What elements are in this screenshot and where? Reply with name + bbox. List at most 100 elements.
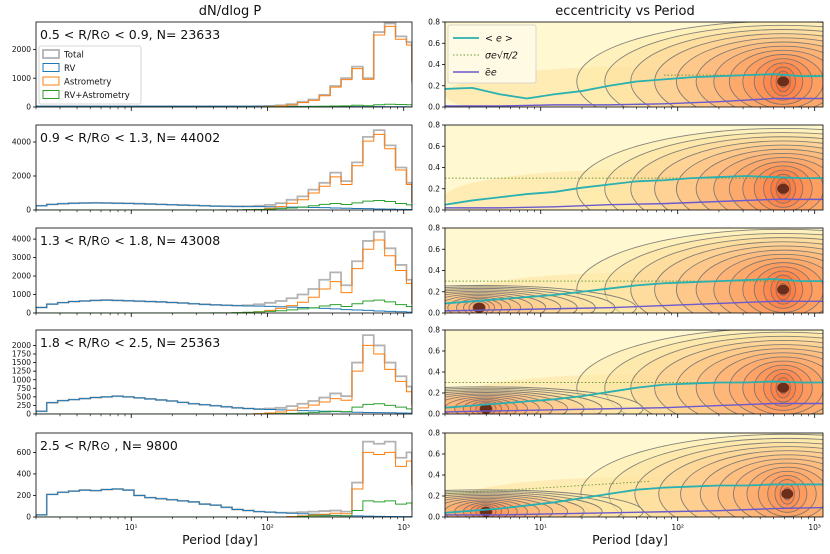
density-contour: [695, 41, 823, 107]
density-contour: [475, 505, 497, 517]
density-contour: [742, 262, 823, 313]
hist-series-rv: [36, 488, 412, 517]
density-contour: [770, 274, 796, 305]
density-contour: [728, 157, 823, 210]
legend-swatch: [42, 90, 60, 99]
hist-series-rv: [36, 202, 412, 210]
hist-series-rv-astrometry: [36, 199, 412, 210]
density-contour: [447, 296, 511, 313]
density-contour: [654, 241, 823, 313]
density-contour: [445, 394, 540, 414]
density-contour: [576, 330, 738, 414]
y-tick-label: 3000: [12, 253, 31, 262]
density-contour: [445, 496, 554, 517]
density-contour: [763, 368, 804, 407]
density-contour: [604, 331, 823, 414]
density-contour: [445, 293, 533, 313]
median-e-line: [445, 97, 823, 107]
density-contour: [475, 402, 497, 414]
density-peak-core: [473, 302, 486, 313]
density-contour: [576, 228, 823, 313]
y-tick-label: 0.0: [428, 410, 440, 419]
density-contour: [675, 344, 823, 414]
density-contour: [770, 66, 796, 97]
density-contour: [576, 22, 823, 107]
density-contour: [695, 148, 823, 210]
y-tick-label: 0: [26, 309, 31, 318]
median-e-line: [445, 300, 823, 312]
y-tick-label: 200: [17, 491, 32, 500]
density-layer: [445, 330, 823, 414]
density-panel-5: 0.0 0.2 0.4 0.6 0.8: [428, 429, 824, 522]
legend-label: RV: [64, 64, 75, 74]
density-contour: [753, 58, 813, 105]
density-contour: [728, 356, 823, 414]
density-peak-core: [781, 488, 794, 499]
axes-frame: [35, 21, 413, 108]
density-peak-core: [777, 382, 790, 393]
density-contour: [680, 450, 823, 517]
hist-series-astrometry: [36, 344, 412, 414]
axes-frame: [35, 124, 413, 211]
density-contour: [445, 396, 528, 414]
density-contour: [454, 397, 518, 414]
x-tick-label: 10¹: [534, 523, 547, 532]
y-tick-label: 1000: [12, 375, 31, 384]
y-tick-label: 0.6: [428, 245, 440, 254]
density-contour: [728, 258, 823, 313]
density-contour: [713, 253, 823, 313]
histogram-panel-2: 0 2000 4000 0.9 < R/R⊙ < 1.3, N= 44002: [12, 124, 413, 215]
y-tick-label: 0.4: [428, 60, 440, 69]
axes-frame: [35, 329, 413, 415]
y-tick-label: 0.4: [428, 471, 440, 480]
y-tick-label: 0.2: [428, 81, 440, 90]
y-tick-label: 0.8: [428, 224, 440, 233]
left-x-axis-label: Period [day]: [182, 532, 258, 547]
density-contour: [634, 442, 823, 517]
panel-annotation: 1.3 < R/R⊙ < 1.8, N= 43008: [40, 233, 220, 248]
density-panel-1: 0.0 0.2 0.4 0.6 0.8 < e > σe√π/2 ẽe: [428, 18, 824, 112]
y-tick-label: 1500: [12, 358, 31, 367]
density-contour: [675, 245, 823, 313]
density-contour: [462, 399, 510, 414]
y-tick-label: 0.6: [428, 39, 440, 48]
histogram-panel-3: 0 1000 2000 3000 4000 1.3 < R/R⊙ < 1.8, N= 43…: [12, 227, 413, 318]
legend-frame: [38, 45, 142, 105]
y-tick-label: 0: [26, 410, 31, 419]
density-contour: [742, 161, 823, 210]
density-contour: [469, 400, 502, 414]
y-tick-label: 400: [17, 470, 32, 479]
x-tick-label: 10²: [671, 523, 684, 532]
density-peak-core: [777, 76, 790, 87]
density-contour: [753, 266, 813, 313]
hist-series-rv-astrometry: [36, 500, 412, 517]
density-contour: [445, 492, 603, 517]
y-tick-label: 0.0: [428, 103, 440, 112]
density-contour: [728, 49, 823, 107]
y-tick-label: 500: [17, 392, 32, 401]
density-contour: [445, 292, 547, 313]
y-tick-label: 0.2: [428, 184, 440, 193]
y-tick-label: 4000: [12, 138, 31, 147]
median-e-line: [445, 402, 823, 413]
density-contour: [746, 466, 823, 517]
panel-annotation: 1.8 < R/R⊙ < 2.5, N= 25363: [40, 335, 220, 350]
density-contour: [770, 372, 796, 403]
mean-e-line: [445, 73, 823, 100]
density-contour: [604, 24, 823, 107]
density-contour: [717, 458, 823, 517]
density-contour: [763, 62, 804, 101]
legend-frame: [447, 24, 537, 84]
median-e-line: [445, 198, 823, 209]
y-tick-label: 0.2: [428, 389, 440, 398]
x-tick-label: 10³: [397, 523, 410, 532]
y-tick-label: 0.8: [428, 326, 440, 335]
hist-series-astrometry: [36, 133, 412, 210]
y-tick-label: 1000: [12, 290, 31, 299]
density-contour: [713, 352, 823, 414]
density-contour: [445, 392, 568, 414]
density-contour: [654, 33, 823, 107]
density-contour: [445, 393, 554, 414]
density-contour: [445, 497, 540, 517]
